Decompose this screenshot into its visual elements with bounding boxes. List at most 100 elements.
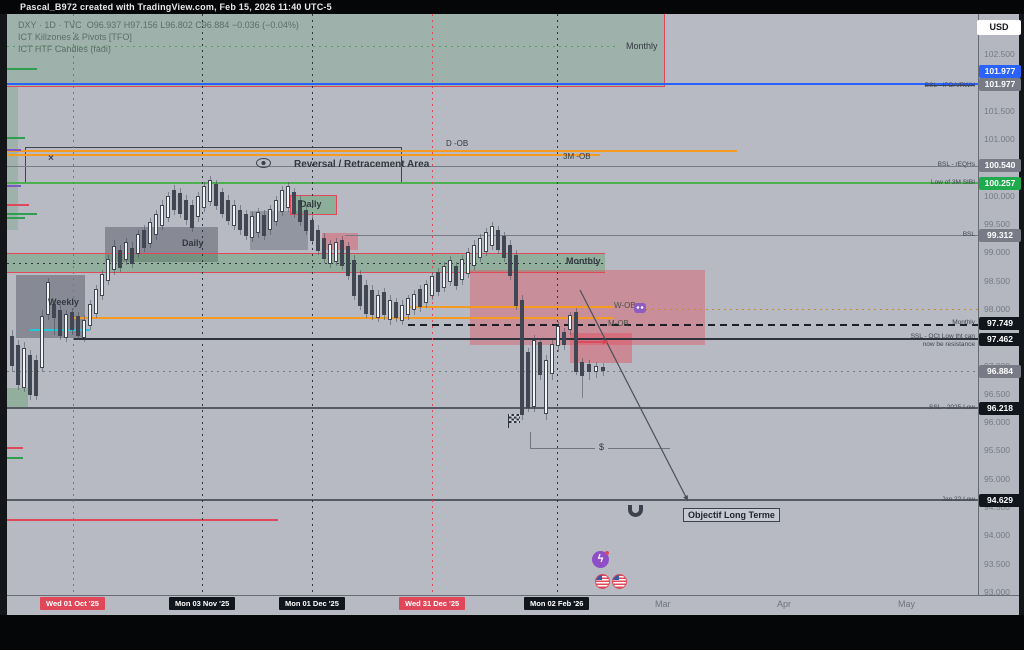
ohlc-values: O96.937 H97.156 L96.802 C96.884 −0.036 (… [86, 20, 299, 30]
price-level-line[interactable] [7, 165, 978, 167]
price-tick-label: 99.000 [984, 247, 1010, 257]
currency-usd-button[interactable]: USD [977, 20, 1021, 35]
candle [594, 366, 598, 372]
price-chip: 94.629 [979, 493, 1021, 507]
price-chip: 99.312 [979, 228, 1021, 242]
drawing-label[interactable]: Daily [300, 199, 322, 209]
price-tick-label: 101.000 [984, 134, 1015, 144]
htf-level-tick [7, 447, 23, 449]
candle [88, 304, 92, 326]
candle [358, 275, 362, 306]
drawing-label[interactable]: M-OB [608, 319, 629, 328]
us-flag-emoji-icon[interactable] [595, 574, 610, 589]
price-level-line[interactable] [7, 407, 978, 409]
session-separator-line [312, 14, 313, 595]
drawing-label[interactable]: $ [595, 441, 609, 453]
price-level-line[interactable] [72, 317, 614, 319]
drawing-box[interactable] [7, 87, 18, 230]
price-level-line[interactable] [408, 324, 978, 326]
candle [310, 220, 314, 241]
time-axis[interactable] [7, 595, 1019, 615]
disco-emoji-icon[interactable]: ϟ [592, 551, 609, 568]
price-level-line[interactable] [7, 182, 978, 184]
price-tick-label: 94.000 [984, 530, 1010, 540]
candle [244, 214, 248, 236]
candle [587, 364, 591, 372]
price-level-line[interactable] [7, 370, 978, 372]
eye-icon[interactable] [256, 158, 271, 168]
candle [280, 190, 284, 212]
drawing-label[interactable]: Weekly [48, 297, 79, 307]
x-marker-icon[interactable]: × [48, 153, 54, 164]
candle [442, 266, 446, 288]
level-title: Jan 22 Low [941, 496, 975, 503]
price-level-line[interactable] [7, 262, 605, 264]
drawing-label[interactable]: Reversal / Retracement Area [294, 159, 430, 170]
price-chip: 100.540 [979, 158, 1021, 172]
candle [124, 242, 128, 260]
candle [544, 360, 548, 414]
price-level-line[interactable] [7, 519, 278, 521]
chart-plot-area[interactable] [7, 14, 978, 595]
checkered-flag-icon[interactable] [507, 414, 520, 428]
drawing-label[interactable]: Daily [182, 238, 204, 248]
drawing-label[interactable]: W-OB [614, 301, 636, 310]
symbol-row[interactable]: DXY · 1D · TVC O96.937 H97.156 L96.802 C… [18, 20, 299, 30]
footer-bar: TradingView [0, 615, 1024, 650]
drawing-label[interactable]: Objectif Long Terme [683, 508, 780, 522]
price-level-line[interactable] [7, 154, 600, 156]
candle [400, 305, 404, 321]
price-tick-label: 93.500 [984, 559, 1010, 569]
htf-level-tick [7, 204, 29, 206]
alien-chip-icon[interactable] [634, 303, 646, 313]
watermark-credit-bar: Pascal_B972 created with TradingView.com… [0, 0, 1024, 14]
htf-level-tick [7, 137, 25, 139]
candle [388, 300, 392, 320]
candle [166, 196, 170, 218]
price-level-line[interactable] [7, 150, 737, 152]
price-level-line[interactable] [73, 338, 978, 340]
candle [370, 290, 374, 315]
drawing-label[interactable]: 3M -OB [563, 152, 591, 161]
symbol-legend: DXY · 1D · TVC O96.937 H97.156 L96.802 C… [18, 19, 299, 55]
candle [478, 238, 482, 258]
magnet-icon[interactable] [628, 505, 643, 517]
drawing-label[interactable]: D -OB [446, 139, 469, 148]
candle [532, 340, 536, 407]
month-label: Apr [777, 599, 792, 609]
price-level-line[interactable] [7, 499, 978, 501]
htf-level-tick [7, 457, 23, 459]
price-level-line[interactable] [7, 83, 978, 85]
price-tick-label: 102.500 [984, 49, 1015, 59]
price-level-line[interactable] [646, 308, 978, 310]
candle [328, 244, 332, 264]
drawing-box[interactable] [7, 14, 665, 87]
drawing-label[interactable]: Monthly [626, 41, 658, 51]
candle [448, 260, 452, 282]
candle [178, 193, 182, 214]
price-tick-label: 99.500 [984, 219, 1010, 229]
candle [82, 320, 86, 338]
indicator-row-killzones[interactable]: ICT Killzones & Pivots [TFO] [18, 32, 132, 42]
drawing-label[interactable]: Monthly [566, 256, 601, 266]
candle [304, 210, 308, 231]
htf-level-tick [7, 185, 21, 187]
indicator-row-htf-candles[interactable]: ICT HTF Candles (fadi) [18, 44, 111, 54]
drawing-box[interactable] [105, 227, 218, 262]
candle [484, 232, 488, 252]
price-tick-label: 95.500 [984, 445, 1010, 455]
candle [568, 315, 572, 330]
candle [580, 362, 584, 376]
candle [508, 245, 512, 276]
candle [556, 326, 560, 346]
drawing-box[interactable] [7, 388, 28, 408]
us-flag-emoji-icon[interactable] [612, 574, 627, 589]
candle [394, 302, 398, 318]
candle [142, 230, 146, 248]
level-title: Low of 3M SIBI [930, 179, 975, 186]
candle [94, 289, 98, 314]
price-level-line[interactable] [345, 234, 978, 236]
candle [34, 360, 38, 396]
price-level-line[interactable] [408, 306, 614, 308]
